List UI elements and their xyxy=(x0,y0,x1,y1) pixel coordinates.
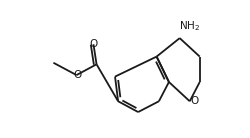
Text: O: O xyxy=(190,96,198,106)
Text: O: O xyxy=(89,39,98,49)
Text: O: O xyxy=(73,70,82,80)
Text: NH$_2$: NH$_2$ xyxy=(179,19,200,33)
